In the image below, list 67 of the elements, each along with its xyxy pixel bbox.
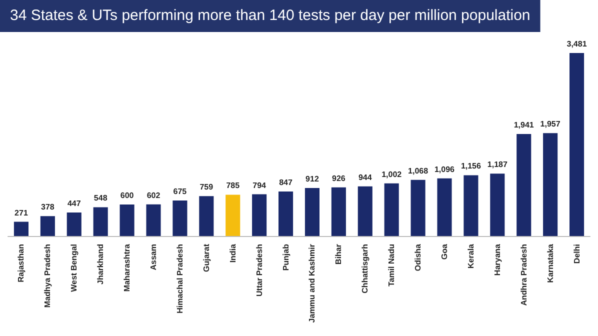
bar [331, 187, 346, 236]
bar [464, 175, 478, 236]
data-label: 447 [67, 199, 82, 208]
bar [304, 188, 320, 236]
x-tick-label: India [228, 243, 238, 263]
x-tick-label: Tamil Nadu [387, 244, 396, 287]
data-label: 548 [94, 194, 108, 203]
data-label: 944 [358, 172, 372, 182]
data-label: 1,002 [382, 170, 402, 179]
data-label: 378 [41, 202, 55, 212]
chart-title: 34 States & UTs performing more than 140 tests per day per million population [10, 7, 530, 24]
x-tick-label: Punjab [281, 244, 290, 271]
data-label: 1,957 [540, 120, 561, 129]
x-tick-label: Madhya Pradesh [43, 244, 52, 308]
bar [410, 180, 426, 236]
data-label: 759 [200, 182, 214, 192]
x-tick-label: West Bengal [70, 244, 79, 292]
data-label: 602 [146, 190, 161, 200]
bar [172, 200, 188, 236]
x-tick-label: Maharashtra [122, 243, 132, 292]
x-tick-label: Assam [149, 244, 158, 270]
data-label: 675 [173, 187, 188, 196]
data-label: 847 [279, 178, 293, 187]
bar [226, 194, 240, 236]
bar [490, 174, 505, 236]
bar [146, 204, 161, 236]
x-tick-label: Bihar [334, 244, 344, 264]
data-label: 1,068 [408, 166, 429, 176]
x-tick-label: Karnataka [546, 243, 555, 283]
data-label: 785 [226, 181, 240, 190]
bar [358, 186, 372, 236]
data-label: 3,481 [566, 40, 588, 48]
data-label: 271 [14, 208, 28, 218]
data-label: 1,156 [460, 162, 482, 171]
bar [278, 191, 294, 236]
x-tick-label: Himachal Pradesh [175, 244, 184, 314]
bar [543, 133, 558, 236]
x-tick-label: Delhi [572, 244, 582, 264]
x-tick-label: Jharkhand [96, 244, 106, 284]
x-tick-label: Gujarat [202, 244, 211, 272]
bar [570, 53, 584, 236]
bar [40, 216, 55, 236]
bar [437, 178, 452, 236]
data-label: 1,096 [434, 164, 456, 174]
x-tick-label: Andhra Pradesh [519, 244, 528, 306]
bar [252, 194, 267, 236]
data-label: 1,187 [487, 160, 508, 170]
x-tick-label: Uttar Pradesh [254, 244, 264, 296]
bar [384, 183, 399, 236]
data-label: 600 [120, 190, 134, 200]
data-label: 794 [252, 180, 267, 190]
bar [66, 212, 82, 236]
bar [14, 222, 28, 236]
bar [93, 207, 108, 236]
x-tick-label: Haryana [492, 243, 502, 276]
x-tick-label: Jammu and Kashmir [308, 244, 317, 323]
data-label: 1,941 [514, 120, 534, 130]
x-tick-label: Goa [440, 243, 449, 260]
bar [120, 204, 134, 236]
x-tick-label: Rajasthan [16, 244, 26, 282]
bar [199, 196, 214, 236]
x-tick-label: Kerala [466, 243, 476, 268]
bar [516, 134, 532, 236]
x-tick-label: Chhattisgarh [360, 244, 370, 294]
x-tick-label: Odisha [414, 243, 423, 272]
data-label: 912 [306, 174, 320, 184]
data-label: 926 [332, 174, 346, 183]
